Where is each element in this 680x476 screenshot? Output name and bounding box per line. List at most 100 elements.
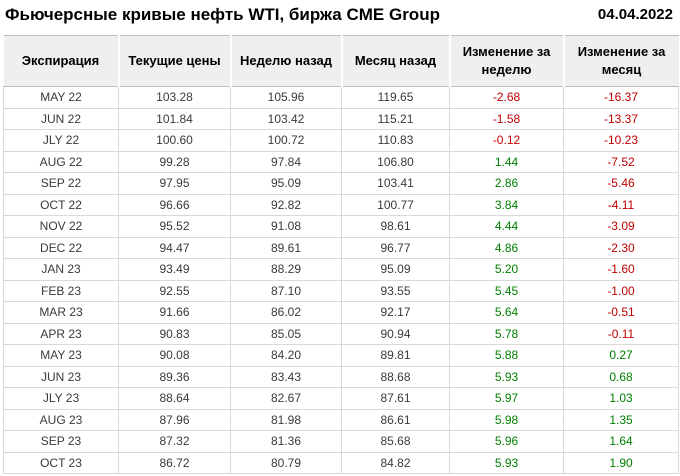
cell-current: 93.49 (118, 258, 231, 281)
cell-week-change: 3.84 (449, 193, 564, 216)
cell-month-change: -3.09 (563, 215, 679, 238)
cell-current: 95.52 (118, 215, 231, 238)
cell-current: 94.47 (118, 236, 231, 259)
cell-month-change: -2.30 (563, 236, 679, 259)
col-header-expiration: Экспирация (3, 35, 119, 87)
cell-month-change: -0.11 (563, 322, 679, 345)
table-row: OCT 23 86.72 80.79 84.82 5.93 1.90 (3, 451, 679, 474)
titlebar: Фьючерсные кривые нефть WTI, биржа CME G… (0, 0, 680, 31)
cell-week-ago: 92.82 (230, 193, 342, 216)
table-row: APR 23 90.83 85.05 90.94 5.78 -0.11 (3, 322, 679, 345)
cell-month-change: 0.68 (563, 365, 679, 388)
cell-week-change: 4.86 (449, 236, 564, 259)
cell-expiration: MAR 23 (3, 301, 119, 324)
cell-month-change: -16.37 (563, 86, 679, 109)
cell-week-ago: 87.10 (230, 279, 342, 302)
cell-current: 99.28 (118, 150, 231, 173)
cell-month-change: -0.51 (563, 301, 679, 324)
cell-current: 92.55 (118, 279, 231, 302)
cell-expiration: FEB 23 (3, 279, 119, 302)
cell-month-ago: 98.61 (341, 215, 450, 238)
cell-month-ago: 119.65 (341, 86, 450, 109)
cell-month-ago: 110.83 (341, 129, 450, 152)
cell-month-ago: 87.61 (341, 387, 450, 410)
cell-current: 96.66 (118, 193, 231, 216)
cell-week-change: 5.93 (449, 451, 564, 474)
cell-current: 100.60 (118, 129, 231, 152)
cell-week-change: 5.97 (449, 387, 564, 410)
cell-week-ago: 95.09 (230, 172, 342, 195)
cell-expiration: JUN 22 (3, 107, 119, 130)
cell-week-ago: 100.72 (230, 129, 342, 152)
cell-current: 91.66 (118, 301, 231, 324)
cell-expiration: SEP 22 (3, 172, 119, 195)
cell-current: 87.32 (118, 430, 231, 453)
cell-expiration: JAN 23 (3, 258, 119, 281)
cell-month-ago: 93.55 (341, 279, 450, 302)
col-header-current: Текущие цены (117, 35, 231, 87)
cell-week-change: 5.96 (449, 430, 564, 453)
table-header: Экспирация Текущие цены Неделю назад Мес… (3, 35, 679, 87)
cell-expiration: SEP 23 (3, 430, 119, 453)
cell-current: 103.28 (118, 86, 231, 109)
cell-month-change: -10.23 (563, 129, 679, 152)
table-header-row: Экспирация Текущие цены Неделю назад Мес… (3, 35, 679, 87)
table-row: JUN 23 89.36 83.43 88.68 5.93 0.68 (3, 365, 679, 388)
cell-month-ago: 115.21 (341, 107, 450, 130)
cell-month-change: 0.27 (563, 344, 679, 367)
cell-week-change: 2.86 (449, 172, 564, 195)
cell-week-change: 5.98 (449, 408, 564, 431)
cell-expiration: APR 23 (3, 322, 119, 345)
cell-week-change: 5.93 (449, 365, 564, 388)
table-row: DEC 22 94.47 89.61 96.77 4.86 -2.30 (3, 236, 679, 259)
cell-week-change: 5.78 (449, 322, 564, 345)
cell-current: 87.96 (118, 408, 231, 431)
cell-week-change: 4.44 (449, 215, 564, 238)
table-row: SEP 22 97.95 95.09 103.41 2.86 -5.46 (3, 172, 679, 195)
cell-month-ago: 103.41 (341, 172, 450, 195)
cell-current: 101.84 (118, 107, 231, 130)
cell-current: 97.95 (118, 172, 231, 195)
cell-week-change: 5.20 (449, 258, 564, 281)
cell-expiration: JLY 22 (3, 129, 119, 152)
table-row: MAR 23 91.66 86.02 92.17 5.64 -0.51 (3, 301, 679, 324)
table-row: NOV 22 95.52 91.08 98.61 4.44 -3.09 (3, 215, 679, 238)
cell-month-change: 1.64 (563, 430, 679, 453)
cell-week-ago: 81.36 (230, 430, 342, 453)
cell-month-change: -5.46 (563, 172, 679, 195)
cell-month-ago: 86.61 (341, 408, 450, 431)
cell-expiration: OCT 22 (3, 193, 119, 216)
cell-expiration: AUG 23 (3, 408, 119, 431)
cell-week-ago: 103.42 (230, 107, 342, 130)
cell-week-change: -0.12 (449, 129, 564, 152)
cell-month-ago: 89.81 (341, 344, 450, 367)
cell-month-ago: 92.17 (341, 301, 450, 324)
cell-month-change: -1.00 (563, 279, 679, 302)
cell-month-change: -7.52 (563, 150, 679, 173)
table-row: AUG 23 87.96 81.98 86.61 5.98 1.35 (3, 408, 679, 431)
table-row: FEB 23 92.55 87.10 93.55 5.45 -1.00 (3, 279, 679, 302)
cell-current: 90.83 (118, 322, 231, 345)
cell-expiration: DEC 22 (3, 236, 119, 259)
table-row: MAY 23 90.08 84.20 89.81 5.88 0.27 (3, 344, 679, 367)
cell-month-change: -1.60 (563, 258, 679, 281)
cell-month-change: 1.35 (563, 408, 679, 431)
cell-week-ago: 85.05 (230, 322, 342, 345)
cell-week-ago: 81.98 (230, 408, 342, 431)
col-header-month-ago: Месяц назад (340, 35, 450, 87)
cell-expiration: AUG 22 (3, 150, 119, 173)
table-body: MAY 22 103.28 105.96 119.65 -2.68 -16.37… (3, 86, 679, 474)
cell-week-ago: 82.67 (230, 387, 342, 410)
cell-week-ago: 86.02 (230, 301, 342, 324)
cell-expiration: OCT 23 (3, 451, 119, 474)
table-row: JLY 23 88.64 82.67 87.61 5.97 1.03 (3, 387, 679, 410)
cell-expiration: MAY 22 (3, 86, 119, 109)
cell-week-change: -2.68 (449, 86, 564, 109)
cell-week-ago: 84.20 (230, 344, 342, 367)
cell-week-ago: 105.96 (230, 86, 342, 109)
cell-current: 90.08 (118, 344, 231, 367)
cell-week-ago: 88.29 (230, 258, 342, 281)
table-row: MAY 22 103.28 105.96 119.65 -2.68 -16.37 (3, 86, 679, 109)
cell-week-change: 5.64 (449, 301, 564, 324)
table-row: JAN 23 93.49 88.29 95.09 5.20 -1.60 (3, 258, 679, 281)
